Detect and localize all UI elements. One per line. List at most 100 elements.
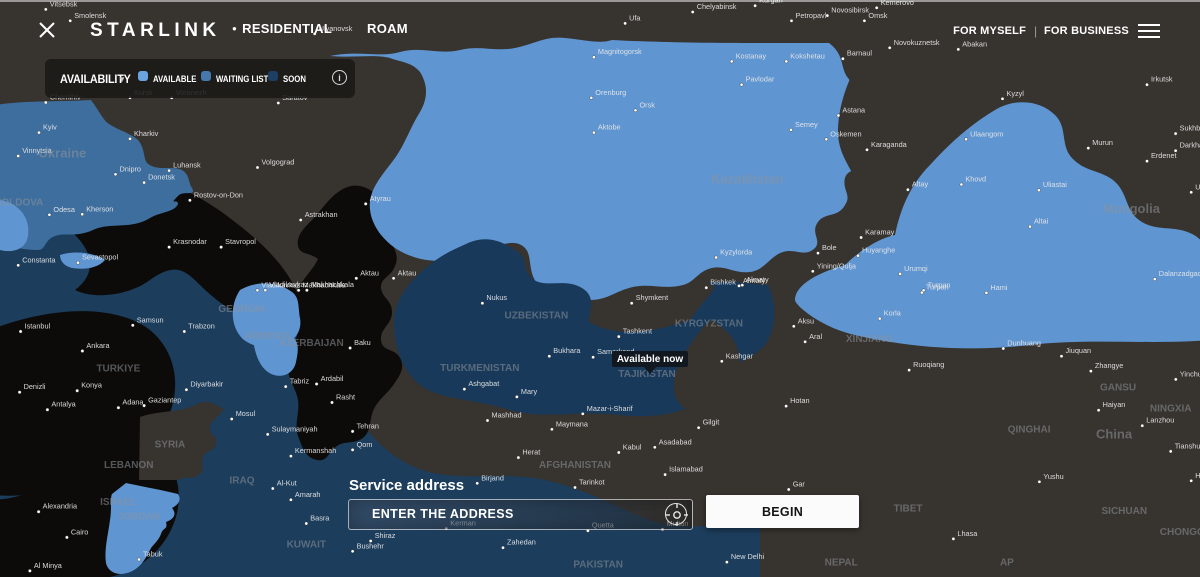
svg-text:Al-Kut: Al-Kut <box>277 479 297 488</box>
svg-text:Almaty: Almaty <box>746 275 769 284</box>
svg-text:Ankara: Ankara <box>86 341 110 350</box>
svg-text:Amarah: Amarah <box>295 490 321 499</box>
svg-text:Gar: Gar <box>793 480 806 489</box>
svg-text:Ardabil: Ardabil <box>321 374 344 383</box>
svg-text:SICHUAN: SICHUAN <box>1102 506 1148 517</box>
svg-text:China: China <box>1096 427 1133 442</box>
svg-text:GANSU: GANSU <box>1100 383 1136 394</box>
svg-text:New Delhi: New Delhi <box>731 552 765 561</box>
svg-text:PAKISTAN: PAKISTAN <box>573 559 623 570</box>
svg-text:Rasht: Rasht <box>336 393 355 402</box>
svg-text:Zhangye: Zhangye <box>1095 361 1123 370</box>
svg-text:Mary: Mary <box>521 387 538 396</box>
svg-text:UZBEKISTAN: UZBEKISTAN <box>505 311 569 322</box>
svg-text:AFGHANISTAN: AFGHANISTAN <box>539 460 611 471</box>
svg-text:Kharkiv: Kharkiv <box>134 129 159 138</box>
svg-text:Bushehr: Bushehr <box>357 541 385 550</box>
svg-text:Hami: Hami <box>990 283 1007 292</box>
svg-text:AP: AP <box>1000 558 1014 569</box>
svg-text:Asadabad: Asadabad <box>659 437 692 446</box>
svg-text:Ufa: Ufa <box>629 13 641 22</box>
svg-text:Dunhuang: Dunhuang <box>1007 339 1041 348</box>
svg-text:Hotan: Hotan <box>790 396 809 405</box>
svg-text:Tianshui: Tianshui <box>1175 441 1200 450</box>
svg-text:Omsk: Omsk <box>868 11 887 20</box>
svg-text:Astrakhan: Astrakhan <box>305 210 338 219</box>
svg-text:Oskemen: Oskemen <box>830 129 861 138</box>
svg-text:Al Minya: Al Minya <box>34 561 63 570</box>
svg-text:Qom: Qom <box>357 440 373 449</box>
svg-text:Smolensk: Smolensk <box>74 11 106 20</box>
svg-text:Aktau: Aktau <box>360 268 379 277</box>
svg-text:Gilgit: Gilgit <box>703 418 720 427</box>
svg-text:Sevastopol: Sevastopol <box>82 253 118 262</box>
svg-text:Shiraz: Shiraz <box>375 531 396 540</box>
svg-text:Karamay: Karamay <box>865 228 895 237</box>
svg-text:Ulaangom: Ulaangom <box>970 129 1003 138</box>
svg-text:Murun: Murun <box>1092 138 1113 147</box>
svg-text:Sulaymaniyah: Sulaymaniyah <box>272 424 318 433</box>
svg-text:Donetsk: Donetsk <box>148 173 175 182</box>
svg-text:Aktau: Aktau <box>398 268 417 277</box>
svg-text:Odesa: Odesa <box>53 205 75 214</box>
svg-text:IRAQ: IRAQ <box>230 475 255 486</box>
svg-text:Mosul: Mosul <box>236 409 256 418</box>
svg-text:Adana: Adana <box>122 398 144 407</box>
svg-text:Dnipro: Dnipro <box>120 164 142 173</box>
svg-text:Constanta: Constanta <box>22 255 56 264</box>
svg-text:TIBET: TIBET <box>894 504 923 515</box>
svg-text:Korla: Korla <box>884 309 902 318</box>
svg-text:Haiyan: Haiyan <box>1103 400 1126 409</box>
svg-text:Baku: Baku <box>354 338 371 347</box>
svg-text:Kashgar: Kashgar <box>726 351 754 360</box>
svg-text:Istanbul: Istanbul <box>25 322 51 331</box>
svg-text:Kabul: Kabul <box>623 443 642 452</box>
svg-text:Altai: Altai <box>1034 217 1049 226</box>
svg-text:Semey: Semey <box>795 120 818 129</box>
svg-text:SYRIA: SYRIA <box>155 439 186 450</box>
svg-text:Tabriz: Tabriz <box>290 377 310 386</box>
svg-text:Stavropol: Stavropol <box>225 237 256 246</box>
svg-text:Kostanay: Kostanay <box>736 51 767 60</box>
svg-text:Chelyabinsk: Chelyabinsk <box>697 2 737 11</box>
svg-text:Islamabad: Islamabad <box>669 465 703 474</box>
svg-text:Bole: Bole <box>822 243 837 252</box>
svg-text:Nukus: Nukus <box>486 293 507 302</box>
svg-text:ISRAEL: ISRAEL <box>100 497 137 508</box>
svg-text:Ulaanbaatar: Ulaanbaatar <box>1195 182 1200 191</box>
svg-text:Denizli: Denizli <box>24 382 46 391</box>
svg-text:Shymkent: Shymkent <box>636 293 668 302</box>
svg-text:Kherson: Kherson <box>86 204 113 213</box>
svg-text:XINJIANG: XINJIANG <box>846 334 893 345</box>
svg-text:Khovd: Khovd <box>965 175 986 184</box>
svg-text:Birjand: Birjand <box>481 473 504 482</box>
svg-text:Uliastai: Uliastai <box>1043 180 1067 189</box>
svg-text:Mazar-i-Sharif: Mazar-i-Sharif <box>587 404 634 413</box>
svg-text:Cairo: Cairo <box>71 527 88 536</box>
svg-text:KUWAIT: KUWAIT <box>287 540 326 551</box>
svg-text:Irkutsk: Irkutsk <box>1151 75 1173 84</box>
svg-text:Abakan: Abakan <box>962 39 987 48</box>
svg-text:Trabzon: Trabzon <box>188 322 215 331</box>
svg-text:Basra: Basra <box>310 514 330 523</box>
svg-text:Makhachkala: Makhachkala <box>303 280 347 289</box>
svg-text:KYRGYZSTAN: KYRGYZSTAN <box>675 318 743 329</box>
svg-text:Zahedan: Zahedan <box>507 538 536 547</box>
svg-text:Yining/Qulja: Yining/Qulja <box>817 261 857 270</box>
svg-text:Gaziantep: Gaziantep <box>148 396 181 405</box>
svg-text:Tabuk: Tabuk <box>143 550 163 559</box>
svg-text:Yinchuan: Yinchuan <box>1180 369 1200 378</box>
svg-text:NEPAL: NEPAL <box>825 558 858 569</box>
svg-text:Volgograd: Volgograd <box>262 158 295 167</box>
svg-text:Antalya: Antalya <box>51 400 76 409</box>
svg-text:Novokuznetsk: Novokuznetsk <box>894 38 940 47</box>
svg-text:Kyiv: Kyiv <box>43 123 57 132</box>
svg-text:Mongolia: Mongolia <box>1103 201 1161 216</box>
svg-text:QINGHAI: QINGHAI <box>1008 424 1051 435</box>
svg-text:Atyrau: Atyrau <box>370 194 391 203</box>
svg-text:Aktobe: Aktobe <box>598 123 621 132</box>
svg-text:Kazakhstan: Kazakhstan <box>711 172 783 187</box>
svg-text:Ruoqiang: Ruoqiang <box>913 360 944 369</box>
svg-text:Tehran: Tehran <box>357 421 379 430</box>
svg-text:Yushu: Yushu <box>1043 472 1063 481</box>
